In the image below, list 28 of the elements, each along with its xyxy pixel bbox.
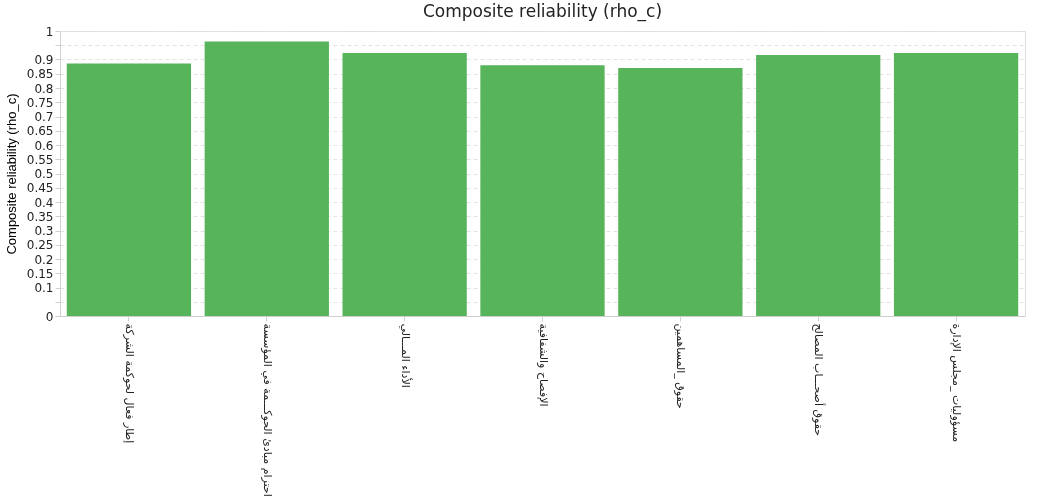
y-tick-label: 0.7 (34, 110, 54, 124)
y-tick-label: 0.45 (26, 181, 54, 196)
y-tick-label: 0.85 (26, 67, 54, 82)
y-axis-title: Composite reliability (rho_c) (3, 93, 19, 255)
y-tick-label: 0.8 (34, 81, 54, 96)
chart-title: Composite reliability (rho_c) (422, 1, 663, 22)
y-tick-label: 0.25 (26, 238, 54, 253)
x-tick-label: الإفصاح والشفافية (536, 323, 550, 407)
x-tick-label: إطار فعال لحوكمة الشركة (122, 323, 136, 444)
y-tick-label: 0.75 (26, 95, 54, 110)
x-tick-label: مسؤوليات _مجلس الإدارة (950, 323, 964, 443)
y-tick-label: 0.5 (34, 167, 54, 181)
y-tick-label: 0.2 (34, 252, 54, 267)
y-tick-label: 0.4 (34, 195, 54, 210)
y-tick-label: 0 (45, 309, 54, 324)
y-tick-label: 0.55 (26, 152, 54, 167)
x-tick-label: حقوق أصحـــاب المصالح (812, 323, 827, 437)
y-tick-label: 1 (45, 24, 54, 39)
y-tick-label: 0.15 (26, 266, 54, 281)
y-tick-label: 0.35 (26, 209, 54, 224)
y-tick-label: 0.65 (26, 124, 54, 139)
y-tick-label: 0.6 (34, 138, 54, 153)
y-tick-label: 0.1 (34, 281, 54, 295)
y-tick-label: 0.9 (34, 53, 54, 67)
x-tick-label: حقوق _المساهمين (674, 323, 688, 409)
y-tick-label: 0.3 (34, 224, 54, 238)
x-tick-label: الأداء المـــالي (398, 323, 413, 388)
x-tick-label: احترام مبادئ الحوكـــمة في المؤسسة (260, 323, 274, 497)
